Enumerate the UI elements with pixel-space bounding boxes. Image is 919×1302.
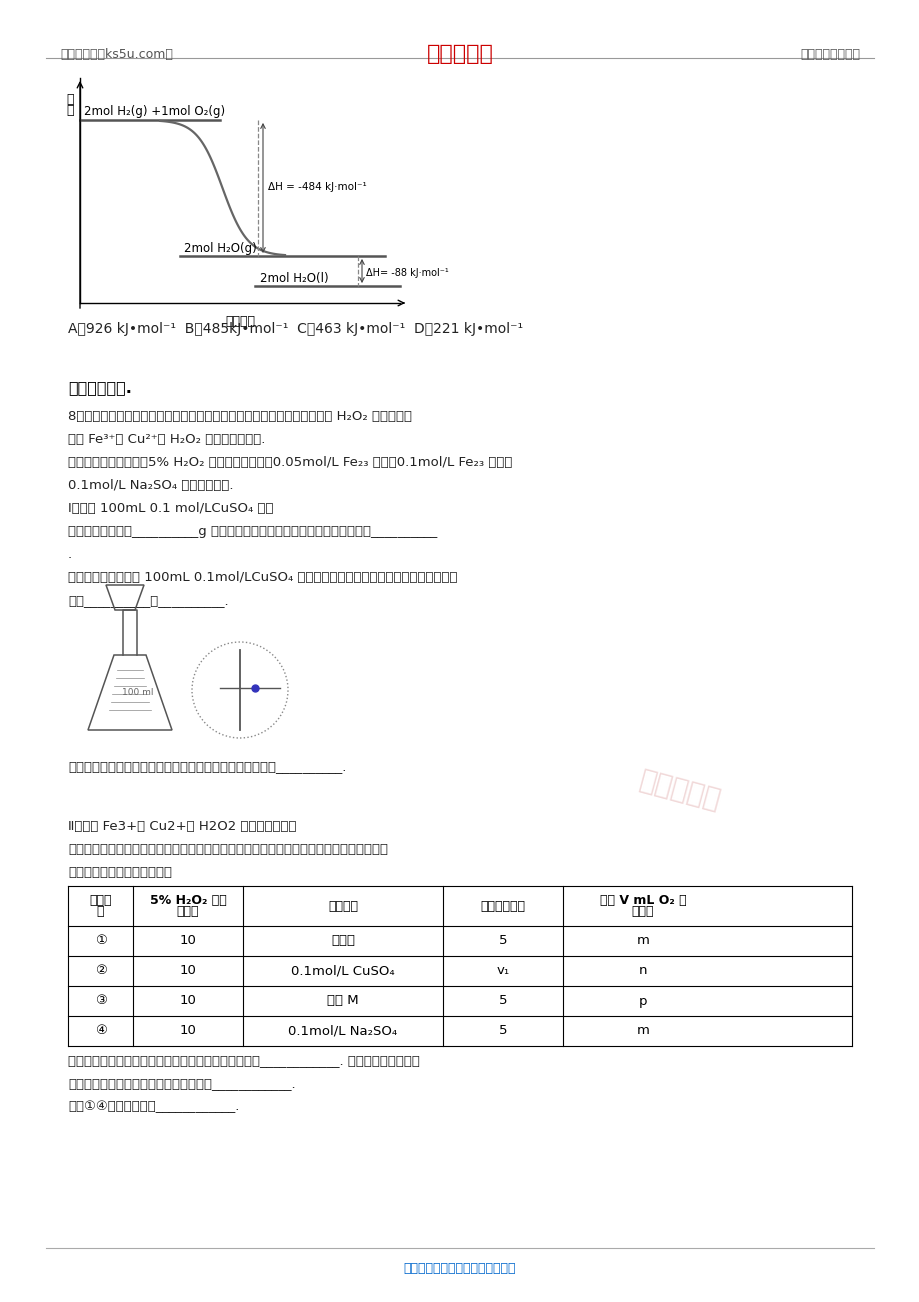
Text: 5% H₂O₂ 溶液: 5% H₂O₂ 溶液 (150, 894, 226, 907)
Text: 需时间: 需时间 (631, 905, 653, 918)
Text: ③: ③ (95, 995, 107, 1008)
Text: 100 ml: 100 ml (122, 687, 153, 697)
Text: 如图是实验小组配制 100mL 0.1mol/LCuSO₄ 溶液过程中定容操作的示意图，该操作的错误: 如图是实验小组配制 100mL 0.1mol/LCuSO₄ 溶液过程中定容操作的… (68, 572, 457, 585)
Text: 试剂 M: 试剂 M (327, 995, 358, 1008)
Text: ①: ① (95, 935, 107, 948)
Text: 高考资源网（ks5u.com）: 高考资源网（ks5u.com） (60, 48, 173, 61)
Text: m: m (636, 1025, 649, 1038)
Text: m: m (636, 935, 649, 948)
Text: 蒸馏水: 蒸馏水 (331, 935, 355, 948)
Text: 反应过程: 反应过程 (225, 315, 255, 328)
Text: v₁: v₁ (496, 965, 509, 978)
Text: 除上述装置中的仪器及量筒外，还要用到的计量工具是____________. 为确保实验的准确性: 除上述装置中的仪器及量筒外，还要用到的计量工具是____________. 为确… (68, 1055, 419, 1068)
Text: 高考资源网版权所有，侵权必究！: 高考资源网版权所有，侵权必究！ (403, 1262, 516, 1275)
Text: 8．选用适当的催化剂是改变反应速率常用的有效方法之一．某实验小组以 H₂O₂ 分解为例，: 8．选用适当的催化剂是改变反应速率常用的有效方法之一．某实验小组以 H₂O₂ 分… (68, 410, 412, 423)
Text: p: p (638, 995, 647, 1008)
Text: ΔH = -484 kJ·mol⁻¹: ΔH = -484 kJ·mol⁻¹ (267, 182, 367, 191)
Text: 5: 5 (498, 1025, 506, 1038)
Text: 号: 号 (96, 905, 104, 918)
Text: 选用试剂: 选用试剂 (328, 900, 357, 913)
Text: 实验小组用右下图所示装置，选取相关试剂，设计并进行以下实验．忽略其他因素的影响，: 实验小组用右下图所示装置，选取相关试剂，设计并进行以下实验．忽略其他因素的影响， (68, 842, 388, 855)
Text: 5: 5 (498, 995, 506, 1008)
Text: 量: 量 (66, 104, 74, 117)
Text: 5: 5 (498, 935, 506, 948)
Text: 您身边的高考专家: 您身边的高考专家 (800, 48, 859, 61)
Text: 二、非选择题.: 二、非选择题. (68, 380, 131, 395)
Text: 10: 10 (179, 935, 197, 948)
Text: 之处__________、__________.: 之处__________、__________. (68, 594, 229, 607)
Text: 10: 10 (179, 965, 197, 978)
Text: 收集 V mL O₂ 所: 收集 V mL O₂ 所 (599, 894, 686, 907)
Text: 需用托盘天平称取__________g 胆矾晶体，溶解胆矾晶体时需要的玻璃仪器是__________: 需用托盘天平称取__________g 胆矾晶体，溶解胆矾晶体时需要的玻璃仪器是… (68, 525, 437, 538)
Text: 的体积: 的体积 (176, 905, 199, 918)
Text: 高考资源网: 高考资源网 (426, 44, 493, 64)
Text: 能: 能 (66, 92, 74, 105)
Text: Ⅱ．探究 Fe3+和 Cu2+对 H2O2 分解的催化效果: Ⅱ．探究 Fe3+和 Cu2+对 H2O2 分解的催化效果 (68, 820, 296, 833)
Text: Ⅰ．配制 100mL 0.1 mol/LCuSO₄ 溶液: Ⅰ．配制 100mL 0.1 mol/LCuSO₄ 溶液 (68, 503, 273, 516)
Text: 探究 Fe³⁺和 Cu²⁺对 H₂O₂ 分解的催化效果.: 探究 Fe³⁺和 Cu²⁺对 H₂O₂ 分解的催化效果. (68, 434, 265, 447)
Text: 实验序: 实验序 (89, 894, 111, 907)
Text: 0.1mol/L Na₂SO₄ 溶液、蒸馏水.: 0.1mol/L Na₂SO₄ 溶液、蒸馏水. (68, 479, 233, 492)
Text: ④: ④ (95, 1025, 107, 1038)
Text: A．926 kJ•mol⁻¹  B．485kJ•mol⁻¹  C．463 kJ•mol⁻¹  D．221 kJ•mol⁻¹: A．926 kJ•mol⁻¹ B．485kJ•mol⁻¹ C．463 kJ•mo… (68, 322, 523, 336)
Text: 10: 10 (179, 995, 197, 1008)
Text: 实验①④的主要目的是____________.: 实验①④的主要目的是____________. (68, 1100, 239, 1113)
Text: 2mol H₂O(l): 2mol H₂O(l) (260, 272, 328, 285)
Text: ΔH= -88 kJ·mol⁻¹: ΔH= -88 kJ·mol⁻¹ (366, 268, 448, 279)
Text: n: n (638, 965, 647, 978)
Text: 2mol H₂O(g): 2mol H₂O(g) (184, 242, 256, 255)
Text: 若其他操作均正确，按照图示观察方法定容，所配溶液浓度__________.: 若其他操作均正确，按照图示观察方法定容，所配溶液浓度__________. (68, 760, 346, 773)
Text: 仪器任选．限选试剂：5% H₂O₂ 溶液、胆矾晶体、0.05mol/L Fe₂₃ 溶液、0.1mol/L Fe₂₃ 溶液、: 仪器任选．限选试剂：5% H₂O₂ 溶液、胆矾晶体、0.05mol/L Fe₂₃… (68, 456, 512, 469)
Text: 选用试剂体积: 选用试剂体积 (480, 900, 525, 913)
Text: 0.1mol/L CuSO₄: 0.1mol/L CuSO₄ (291, 965, 394, 978)
Text: ，实验前需检查该装置的气密性，操作是____________.: ，实验前需检查该装置的气密性，操作是____________. (68, 1077, 295, 1090)
Text: 0.1mol/L Na₂SO₄: 0.1mol/L Na₂SO₄ (289, 1025, 397, 1038)
Text: 实验中相关数据记录如下表：: 实验中相关数据记录如下表： (68, 866, 172, 879)
Text: ②: ② (95, 965, 107, 978)
Text: .: . (68, 548, 72, 561)
Text: 2mol H₂(g) +1mol O₂(g): 2mol H₂(g) +1mol O₂(g) (84, 105, 225, 118)
Text: 10: 10 (179, 1025, 197, 1038)
Text: 高考资源网: 高考资源网 (636, 766, 723, 814)
